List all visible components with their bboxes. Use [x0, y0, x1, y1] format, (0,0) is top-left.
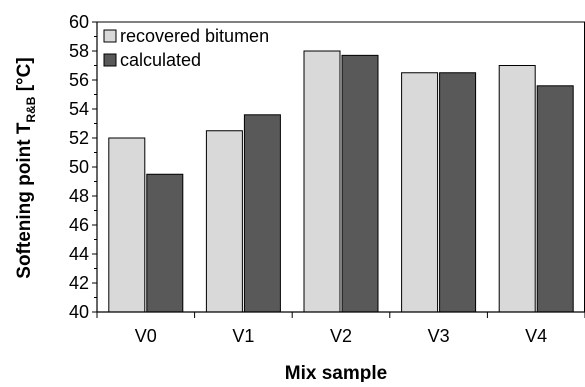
y-tick-label-56: 56 [69, 70, 89, 90]
bar-recovered-bitumen-v0 [108, 137, 146, 313]
bar-calculated-v4 [536, 85, 574, 313]
bar-recovered-bitumen-v3 [401, 72, 439, 313]
y-tick-label-54: 54 [69, 99, 89, 119]
y-tick-label-46: 46 [69, 215, 89, 235]
y-tick-label-50: 50 [69, 157, 89, 177]
x-axis-title: Mix sample [285, 363, 387, 382]
y-axis-title-main: Softening point T [14, 122, 35, 279]
plot-area [108, 50, 574, 313]
bar-calculated-v2 [341, 54, 379, 313]
x-tick-label-v1: V1 [232, 326, 254, 346]
y-tick-label-44: 44 [69, 244, 89, 264]
x-tick-label-v2: V2 [330, 326, 352, 346]
x-tick-label-v3: V3 [428, 326, 450, 346]
axes: 40 42 44 46 48 50 52 54 56 58 60 V0 V1 V2 V3 V4 [69, 12, 585, 346]
legend-label-recovered-bitumen: recovered bitumen [120, 26, 269, 46]
bar-recovered-bitumen-v4 [498, 65, 536, 313]
bar-calculated-v3 [439, 72, 477, 313]
legend-label-calculated: calculated [120, 50, 201, 70]
bar-calculated-v0 [146, 173, 184, 313]
y-tick-label-52: 52 [69, 128, 89, 148]
y-tick-label-42: 42 [69, 273, 89, 293]
legend-swatch-calculated [103, 53, 117, 67]
y-tick-label-58: 58 [69, 41, 89, 61]
bar-recovered-bitumen-v2 [303, 50, 341, 313]
legend: recovered bitumen calculated [103, 26, 269, 70]
legend-swatch-recovered-bitumen [103, 29, 117, 43]
y-axis-title-suffix: [°C] [14, 57, 35, 96]
bar-calculated-v1 [243, 114, 281, 313]
y-tick-label-40: 40 [69, 302, 89, 322]
y-axis-title: Softening point TR&B [°C] [14, 57, 38, 278]
bar-recovered-bitumen-v1 [205, 130, 243, 313]
x-tick-label-v4: V4 [525, 326, 547, 346]
y-tick-label-60: 60 [69, 12, 89, 32]
y-tick-label-48: 48 [69, 186, 89, 206]
x-tick-label-v0: V0 [135, 326, 157, 346]
y-axis-title-subscript: R&B [24, 96, 38, 122]
